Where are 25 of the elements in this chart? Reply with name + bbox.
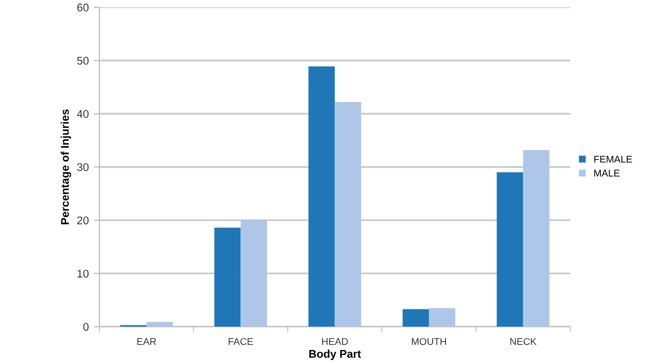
x-tick-label: FACE [228,338,253,345]
bar [334,102,362,327]
x-tick-label: EAR [137,338,156,345]
bar [402,309,429,327]
bar [146,322,173,327]
y-axis-title: Percentage of Injuries [60,109,72,224]
bar [523,150,550,327]
y-tick-label: 20 [77,216,89,224]
legend-label: MALE [594,170,620,176]
bar [428,308,456,327]
bar [240,220,268,327]
y-tick-label: 40 [76,110,89,118]
bar [496,172,524,327]
y-tick-label: 50 [77,56,89,65]
x-tick-label: HEAD [322,338,348,345]
x-tick-label: NECK [510,338,537,345]
bar [214,228,241,327]
y-tick-label: 0 [83,322,89,331]
legend-label: FEMALE [594,156,632,163]
y-tick-label: 10 [78,270,89,278]
x-tick-label: MOUTH [412,338,446,345]
x-axis-title: Body Part [309,350,361,360]
y-tick-label: 60 [77,4,89,12]
y-tick-label: 30 [77,163,89,172]
bar [308,66,335,327]
